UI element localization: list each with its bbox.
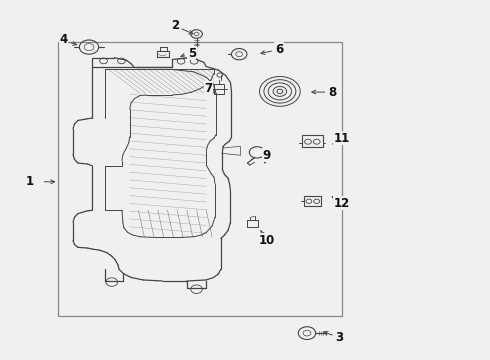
Text: 10: 10 [259, 231, 275, 247]
Bar [214, 84, 224, 94]
Text: 3: 3 [324, 331, 343, 344]
Bar [302, 135, 322, 147]
Text: 7: 7 [205, 82, 216, 95]
Text: 5: 5 [181, 46, 196, 60]
Text: 8: 8 [312, 86, 336, 99]
Text: 6: 6 [261, 43, 283, 56]
Bar [157, 51, 170, 57]
Bar [304, 195, 321, 206]
Bar [247, 220, 258, 227]
Text: 12: 12 [332, 197, 350, 210]
Text: 1: 1 [25, 175, 33, 188]
Text: 2: 2 [171, 19, 193, 34]
Text: 9: 9 [263, 149, 271, 163]
Text: 11: 11 [333, 132, 350, 145]
Bar [58, 42, 342, 316]
Text: 4: 4 [59, 33, 76, 46]
